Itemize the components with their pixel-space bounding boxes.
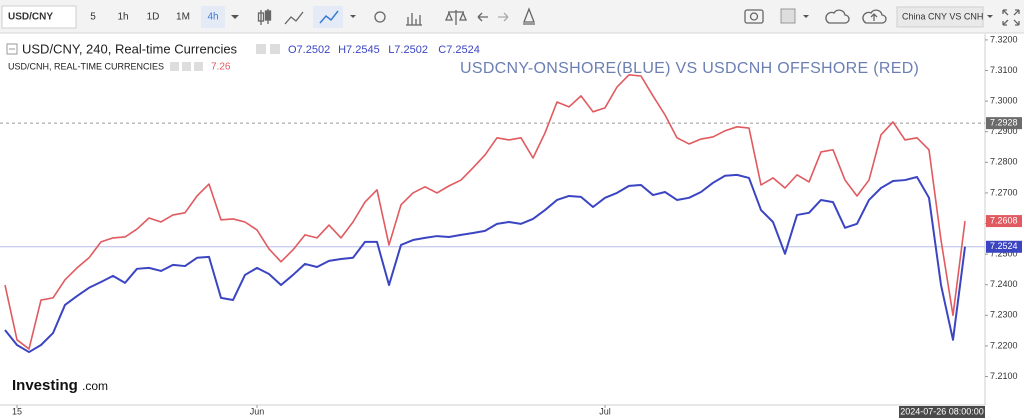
x-tick-label: 15 (12, 406, 22, 416)
symbol[interactable]: USD/CNY (8, 12, 53, 23)
candles-icon[interactable] (257, 9, 272, 25)
tool-icons (257, 6, 1020, 28)
color-picker[interactable] (780, 8, 796, 24)
interval-button[interactable]: 1D (147, 12, 160, 23)
fullscreen-icon[interactable] (1002, 9, 1020, 26)
indicators-icon[interactable] (406, 13, 422, 26)
y-tick-label: 7.2400 (990, 279, 1018, 289)
undo-icon[interactable] (477, 12, 488, 22)
legend-main-icons (256, 44, 280, 54)
crosshair-date-bg (899, 406, 985, 418)
layout-name[interactable]: China CNY VS CNH (902, 11, 983, 21)
series-line (4, 173, 966, 354)
y-tick-label: 7.3100 (990, 65, 1018, 75)
settings-icon[interactable] (374, 11, 386, 23)
icon[interactable] (182, 62, 191, 71)
interval-dropdown[interactable] (231, 15, 239, 19)
crosshair-tag-label: 7.2928 (990, 118, 1018, 128)
interval-button[interactable]: 1M (176, 12, 190, 23)
logo-name: Investing (12, 377, 78, 394)
interval-group: 5 1h 1D 1M 4h (90, 6, 225, 28)
chart-title: USDCNY-ONSHORE(BLUE) VS USDCNH OFFSHORE … (460, 60, 919, 77)
ohlc-value: C7.2524 (438, 44, 480, 56)
redo-icon[interactable] (498, 12, 509, 22)
y-tick-label: 7.2300 (990, 310, 1018, 320)
y-tick-label: 7.2200 (990, 340, 1018, 350)
legend-main-series: USD/CNY, 240, Real-time Currencies (22, 41, 238, 56)
legend-toggle[interactable] (6, 43, 18, 55)
cloud-icon[interactable] (825, 9, 850, 24)
crosshair-tag (986, 117, 1022, 130)
series-line (4, 73, 966, 350)
ohlc-value: L7.2502 (388, 44, 428, 56)
price-tag (986, 215, 1022, 228)
color-dropdown[interactable] (803, 15, 809, 18)
legend-second-icons (170, 62, 203, 71)
x-tick-label: Jun (250, 406, 265, 416)
crosshair-date: 2024-07-26 08:00:00 (900, 406, 984, 416)
ohlc-value: H7.2545 (338, 44, 380, 56)
icon[interactable] (256, 44, 266, 54)
y-tick-label: 7.2700 (990, 187, 1018, 197)
ohlc-value: O7.2502 (288, 44, 330, 56)
compare-icon[interactable] (445, 10, 467, 25)
icon[interactable] (170, 62, 179, 71)
price-tag (986, 240, 1022, 253)
line-icon[interactable] (319, 10, 339, 24)
layout-box[interactable] (896, 6, 984, 28)
y-tick-label: 7.3000 (990, 95, 1018, 105)
interval-button[interactable]: 4h (207, 12, 218, 23)
layout-dropdown[interactable] (987, 15, 993, 18)
price-tag-label: 7.2608 (990, 215, 1018, 225)
cloud-upload-icon[interactable] (862, 9, 887, 24)
x-tick-label: Jul (599, 406, 611, 416)
symbol-box[interactable] (1, 5, 77, 29)
interval-button[interactable]: 1h (117, 12, 128, 23)
y-tick-label: 7.2900 (990, 126, 1018, 136)
toolbar (0, 0, 1024, 33)
logo-suffix: .com (82, 379, 108, 393)
camera-lens (749, 12, 759, 21)
y-tick-label: 7.2500 (990, 248, 1018, 258)
icon[interactable] (270, 44, 280, 54)
legend-second-value: 7.26 (211, 62, 231, 73)
y-tick-label: 7.2100 (990, 371, 1018, 381)
icon[interactable] (194, 62, 203, 71)
interval-button[interactable]: 5 (90, 12, 96, 23)
camera-icon[interactable] (744, 9, 764, 24)
price-tag-label: 7.2524 (990, 241, 1018, 251)
area-icon[interactable] (284, 11, 304, 25)
y-tick-label: 7.3200 (990, 34, 1018, 44)
ohlc-group: O7.2502 H7.2545 L7.2502 C7.2524 (288, 44, 480, 56)
interval-active-bg[interactable] (201, 6, 225, 28)
y-tick-label: 7.2800 (990, 157, 1018, 167)
plot: 7.21007.22007.23007.24007.25007.26007.27… (0, 34, 1022, 418)
chart-type-dropdown[interactable] (350, 15, 356, 18)
alert-icon[interactable] (523, 7, 535, 25)
legend-second-series: USD/CNH, REAL-TIME CURRENCIES (8, 61, 164, 71)
